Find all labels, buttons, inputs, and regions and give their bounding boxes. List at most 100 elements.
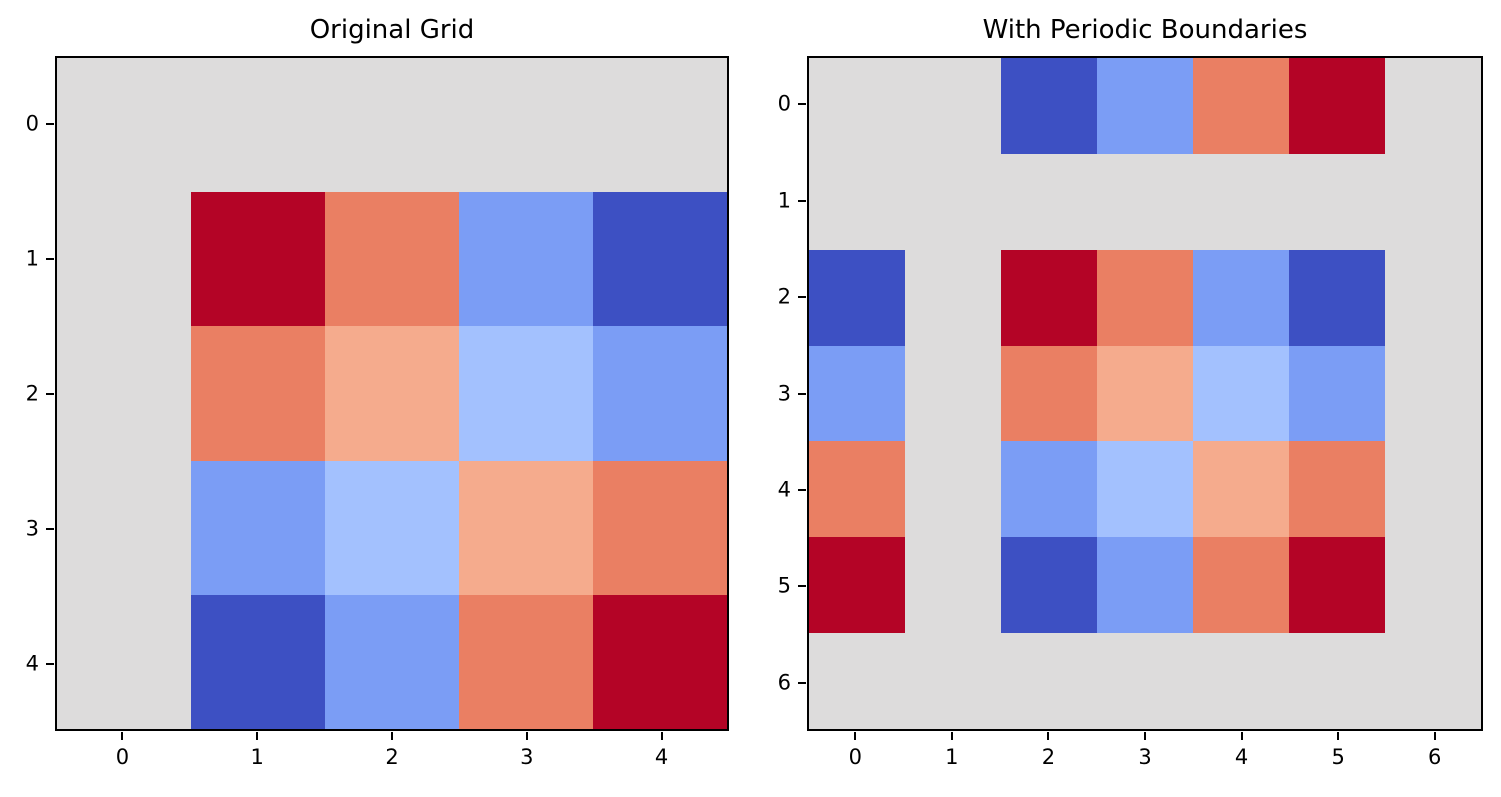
grid-cell bbox=[1001, 249, 1097, 346]
x-tick-label: 1 bbox=[945, 745, 959, 769]
y-tick-mark bbox=[798, 585, 806, 588]
left-axes bbox=[55, 56, 729, 731]
grid-cell bbox=[191, 460, 325, 595]
y-tick-label: 0 bbox=[25, 110, 39, 135]
grid-cell bbox=[1097, 153, 1193, 250]
grid-cell bbox=[1193, 153, 1289, 250]
grid-cell bbox=[1289, 633, 1385, 729]
grid-cell bbox=[57, 460, 191, 595]
grid-cell bbox=[57, 58, 191, 193]
grid-cell bbox=[905, 58, 1001, 154]
grid-cell bbox=[459, 58, 593, 193]
x-tick-mark bbox=[854, 732, 857, 740]
grid-cell bbox=[57, 594, 191, 729]
x-tick-label: 2 bbox=[385, 745, 399, 769]
y-tick-mark bbox=[798, 681, 806, 684]
grid-cell bbox=[593, 594, 727, 729]
grid-cell bbox=[1289, 345, 1385, 442]
y-tick-mark bbox=[798, 296, 806, 299]
grid-cell bbox=[57, 326, 191, 461]
y-tick-label: 2 bbox=[25, 380, 39, 405]
grid-cell bbox=[1097, 441, 1193, 538]
grid-cell bbox=[459, 192, 593, 327]
grid-cell bbox=[459, 460, 593, 595]
y-tick-label: 3 bbox=[25, 515, 39, 540]
x-tick-mark bbox=[660, 732, 663, 740]
grid-cell bbox=[1001, 537, 1097, 634]
right-subplot: With Periodic Boundaries 0 1 2 3 4 5 6 0 1 2 3 4 5 6 bbox=[778, 16, 1483, 769]
grid-cell bbox=[1097, 537, 1193, 634]
left-plot-title: Original Grid bbox=[309, 15, 475, 46]
grid-cell bbox=[191, 326, 325, 461]
grid-cell bbox=[1193, 537, 1289, 634]
grid-cell bbox=[1097, 633, 1193, 729]
x-tick-label: 4 bbox=[1234, 745, 1249, 769]
x-tick-mark bbox=[1433, 732, 1436, 740]
grid-cell bbox=[1385, 441, 1481, 538]
heatmap-grid bbox=[57, 58, 727, 729]
x-tick-label: 6 bbox=[1428, 745, 1442, 769]
grid-cell bbox=[593, 326, 727, 461]
x-tick-mark bbox=[525, 732, 528, 740]
grid-cell bbox=[1001, 153, 1097, 250]
grid-cell bbox=[809, 537, 905, 634]
grid-cell bbox=[1385, 153, 1481, 250]
x-tick-mark bbox=[256, 732, 259, 740]
grid-cell bbox=[1193, 249, 1289, 346]
grid-cell bbox=[809, 633, 905, 729]
grid-cell bbox=[1385, 58, 1481, 154]
y-tick-label: 4 bbox=[25, 650, 39, 675]
grid-cell bbox=[1193, 345, 1289, 442]
grid-cell bbox=[459, 594, 593, 729]
y-tick-label: 0 bbox=[777, 91, 791, 116]
grid-cell bbox=[593, 460, 727, 595]
grid-cell bbox=[809, 249, 905, 346]
y-tick-mark bbox=[46, 662, 54, 665]
grid-cell bbox=[1193, 58, 1289, 154]
grid-cell bbox=[1289, 537, 1385, 634]
grid-cell bbox=[809, 441, 905, 538]
y-tick-mark bbox=[46, 527, 54, 530]
x-tick-mark bbox=[121, 732, 124, 740]
grid-cell bbox=[905, 345, 1001, 442]
x-tick-label: 3 bbox=[520, 745, 534, 769]
x-tick-mark bbox=[391, 732, 393, 740]
x-tick-mark bbox=[1144, 732, 1146, 740]
y-tick-mark bbox=[798, 392, 806, 395]
grid-cell bbox=[593, 58, 727, 193]
grid-cell bbox=[593, 192, 727, 327]
y-tick-label: 5 bbox=[777, 573, 791, 598]
grid-cell bbox=[1385, 345, 1481, 442]
grid-cell bbox=[57, 192, 191, 327]
grid-cell bbox=[325, 58, 459, 193]
grid-cell bbox=[191, 192, 325, 327]
grid-cell bbox=[809, 58, 905, 154]
grid-cell bbox=[191, 58, 325, 193]
grid-cell bbox=[459, 326, 593, 461]
grid-cell bbox=[1193, 633, 1289, 729]
x-tick-mark bbox=[1240, 732, 1243, 740]
y-tick-label: 3 bbox=[777, 380, 791, 405]
grid-cell bbox=[1289, 249, 1385, 346]
grid-cell bbox=[1385, 537, 1481, 634]
grid-cell bbox=[905, 441, 1001, 538]
grid-cell bbox=[905, 633, 1001, 729]
x-tick-label: 2 bbox=[1041, 745, 1056, 769]
grid-cell bbox=[1385, 633, 1481, 729]
grid-cell bbox=[325, 460, 459, 595]
grid-cell bbox=[1193, 441, 1289, 538]
grid-cell bbox=[1001, 633, 1097, 729]
heatmap-grid bbox=[809, 58, 1481, 729]
grid-cell bbox=[1001, 441, 1097, 538]
grid-cell bbox=[1289, 58, 1385, 154]
y-tick-label: 1 bbox=[25, 245, 39, 270]
grid-cell bbox=[1289, 153, 1385, 250]
right-axes bbox=[807, 56, 1483, 731]
x-tick-label: 5 bbox=[1331, 745, 1345, 769]
y-tick-mark bbox=[798, 488, 806, 491]
x-tick-label: 0 bbox=[848, 745, 862, 769]
grid-cell bbox=[1001, 58, 1097, 154]
x-tick-label: 4 bbox=[654, 745, 669, 769]
grid-cell bbox=[1097, 249, 1193, 346]
grid-cell bbox=[1289, 441, 1385, 538]
